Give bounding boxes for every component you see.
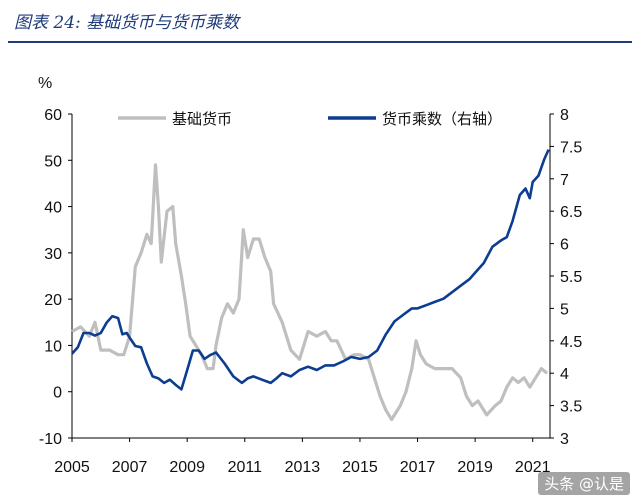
left-tick-label: 50 (44, 153, 62, 170)
legend-label-money-multiplier: 货币乘数（右轴） (382, 110, 502, 128)
x-tick-label: 2011 (228, 459, 263, 476)
series-lines (71, 149, 550, 422)
x-tick-label: 2005 (54, 459, 90, 476)
axes: -10 0 10 20 30 40 50 60% 3 3.5 4 4.5 5 5.5 6 6.5 7 7.5 8 20… (38, 75, 582, 476)
left-tick-label: 0 (53, 385, 62, 402)
x-tick-label: 2013 (285, 459, 321, 476)
left-tick-label: 60 (44, 107, 62, 124)
right-tick-label: 8 (560, 107, 569, 124)
right-tick-label: 3.5 (560, 399, 582, 416)
left-tick-label: 40 (44, 200, 62, 217)
right-tick-label: 6 (560, 237, 569, 254)
watermark: 头条 @认是 (538, 472, 630, 495)
x-tick-label: 2017 (400, 459, 436, 476)
legend-label-base-money: 基础货币 (172, 110, 232, 128)
left-tick-label: 20 (44, 292, 62, 309)
left-tick-label: -10 (39, 431, 62, 448)
right-tick-label: 4 (560, 366, 569, 383)
x-tick-label: 2009 (169, 459, 205, 476)
figure-title: 图表 24: 基础货币与货币乘数 (14, 13, 240, 33)
x-tick-label: 2015 (342, 459, 378, 476)
left-axis-label: % (38, 75, 52, 92)
right-tick-label: 7.5 (560, 139, 582, 156)
right-tick-label: 3 (560, 431, 569, 448)
right-tick-label: 5 (560, 301, 569, 318)
base-money-line (71, 163, 549, 422)
x-tick-label: 2021 (515, 459, 551, 476)
left-tick-label: 30 (44, 246, 62, 263)
right-tick-label: 6.5 (560, 204, 582, 221)
left-tick-label: 10 (44, 338, 62, 355)
right-tick-label: 7 (560, 172, 569, 189)
x-tick-label: 2019 (457, 459, 493, 476)
right-tick-label: 5.5 (560, 269, 582, 286)
legend: 基础货币 货币乘数（右轴） (118, 110, 502, 128)
right-tick-label: 4.5 (560, 334, 582, 351)
title-rule (8, 41, 632, 43)
x-tick-label: 2007 (112, 459, 148, 476)
money-multiplier-line (71, 149, 550, 391)
